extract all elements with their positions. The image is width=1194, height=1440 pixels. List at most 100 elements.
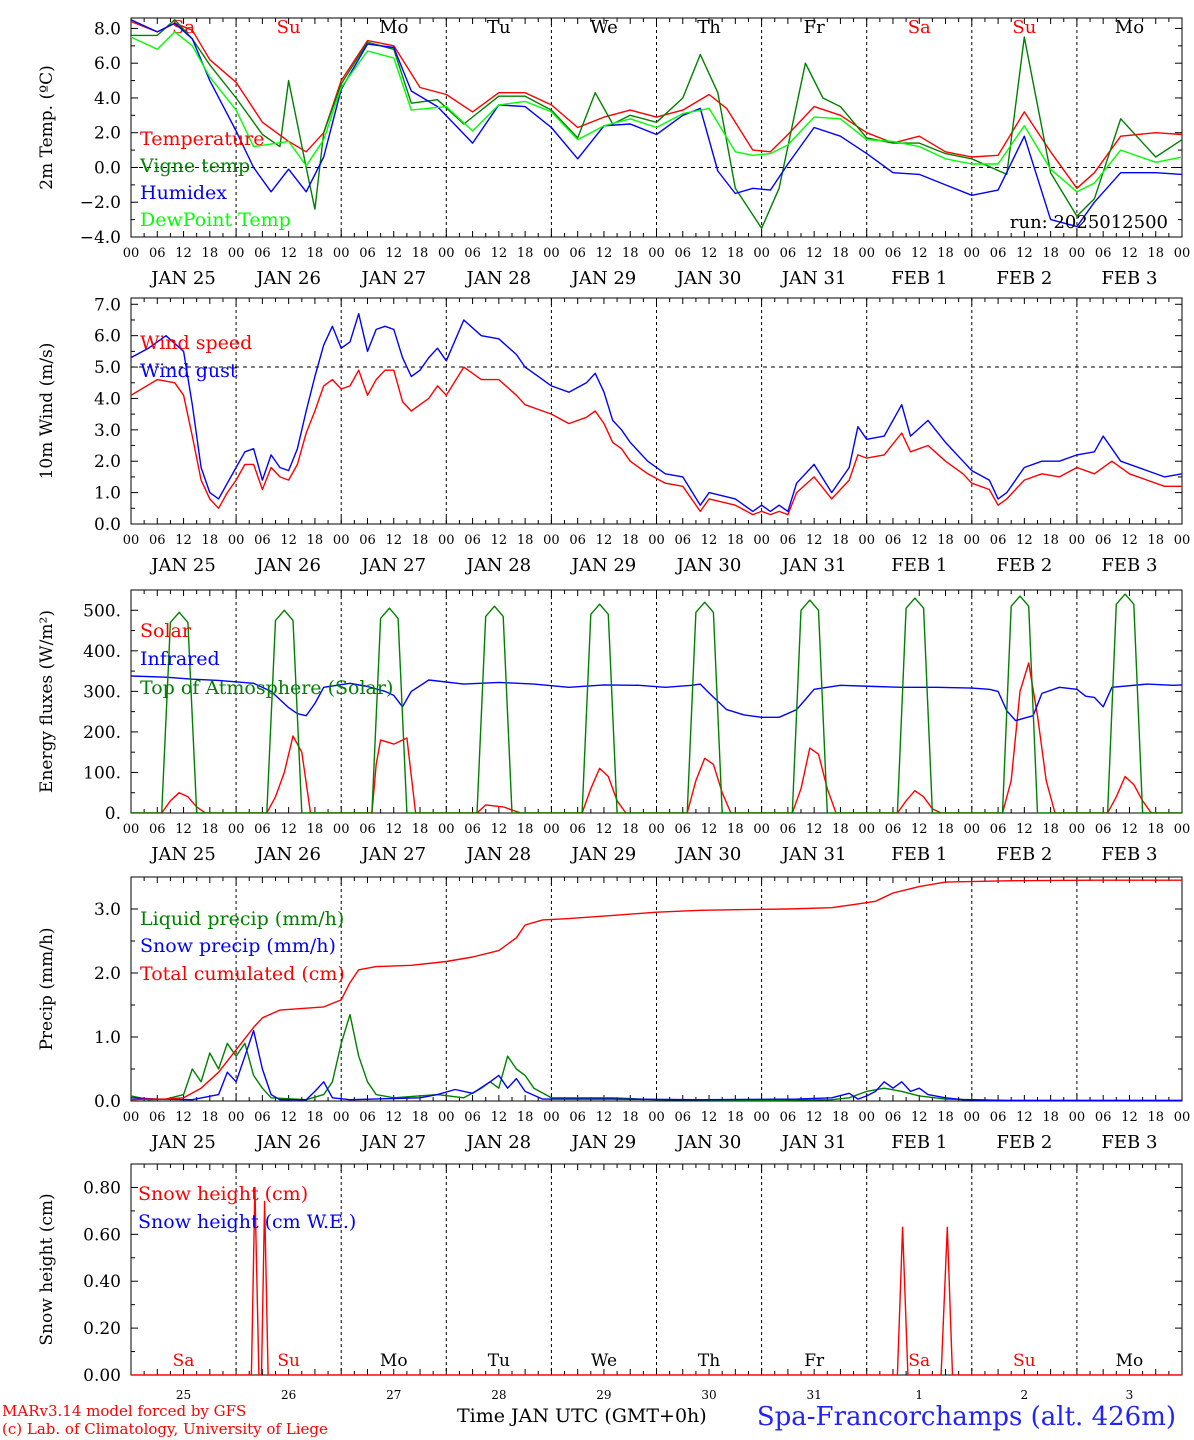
day-name-label: Mo (1116, 1351, 1144, 1371)
hour-label: 00 (753, 533, 770, 548)
day-name-label: Tu (487, 17, 511, 38)
date-label: JAN 31 (780, 555, 847, 576)
hour-label: 06 (359, 533, 376, 548)
y-axis-label: Snow height (cm) (37, 1193, 57, 1345)
hour-label: 00 (648, 1110, 665, 1125)
hour-label: 06 (464, 246, 481, 261)
series-line-snow-precip-mm-h (131, 1029, 1182, 1101)
hour-label: 18 (727, 533, 744, 548)
hour-label: 00 (438, 1110, 455, 1125)
hour-label: 12 (701, 246, 718, 261)
y-tick-label: 0.80 (83, 1178, 121, 1198)
date-label: JAN 30 (675, 555, 742, 576)
hour-label: 12 (701, 822, 718, 837)
legend-wind-speed: Wind speed (140, 332, 252, 354)
day-name-label: Fr (804, 1351, 825, 1371)
date-label: JAN 25 (149, 1132, 216, 1153)
legend-liquid-precip-mm-h: Liquid precip (mm/h) (140, 908, 344, 930)
date-label: JAN 26 (254, 844, 321, 865)
hour-label: 06 (885, 822, 902, 837)
date-label: JAN 27 (359, 844, 426, 865)
y-tick-label: 6.0 (94, 54, 121, 74)
hour-label: 12 (1121, 533, 1138, 548)
y-tick-label: 8.0 (94, 19, 121, 39)
hour-label: 00 (333, 822, 350, 837)
day-number-label: 26 (281, 1388, 296, 1402)
date-label: FEB 2 (996, 844, 1052, 865)
y-tick-label: 2.0 (94, 452, 121, 472)
hour-label: 18 (307, 822, 324, 837)
hour-label: 12 (701, 533, 718, 548)
legend-snow-precip-mm-h: Snow precip (mm/h) (140, 935, 336, 957)
hour-label: 18 (517, 246, 534, 261)
hour-label: 00 (543, 1110, 560, 1125)
hour-label: 18 (832, 533, 849, 548)
y-tick-label: 0.40 (83, 1272, 121, 1292)
hour-label: 00 (1069, 1110, 1086, 1125)
hour-label: 00 (543, 822, 560, 837)
legend-solar: Solar (140, 620, 192, 642)
hour-label: 12 (1016, 1110, 1033, 1125)
hour-label: 00 (1174, 533, 1191, 548)
day-number-label: 31 (807, 1388, 822, 1402)
date-label: JAN 28 (465, 555, 532, 576)
day-name-label: Sa (173, 1351, 195, 1371)
hour-label: 00 (333, 1110, 350, 1125)
hour-label: 00 (228, 246, 245, 261)
hour-label: 18 (202, 822, 219, 837)
hour-label: 00 (648, 822, 665, 837)
day-name-label: Th (697, 17, 721, 38)
hour-label: 18 (412, 1110, 429, 1125)
date-label: FEB 2 (996, 555, 1052, 576)
hour-label: 18 (1042, 822, 1059, 837)
hour-label: 18 (622, 822, 639, 837)
hour-label: 18 (727, 246, 744, 261)
hour-label: 12 (280, 1110, 297, 1125)
hour-label: 06 (885, 246, 902, 261)
y-tick-label: 0. (105, 804, 121, 824)
date-label: JAN 31 (780, 1132, 847, 1153)
hour-label: 06 (464, 533, 481, 548)
day-number-label: 2 (1021, 1388, 1029, 1402)
hour-label: 06 (149, 246, 166, 261)
hour-label: 06 (990, 822, 1007, 837)
date-label: JAN 26 (254, 268, 321, 289)
day-number-label: 28 (491, 1388, 506, 1402)
hour-label: 12 (1121, 246, 1138, 261)
day-number-label: 30 (701, 1388, 716, 1402)
hour-label: 12 (385, 246, 402, 261)
date-label: FEB 3 (1101, 1132, 1157, 1153)
day-number-label: 3 (1126, 1388, 1134, 1402)
hour-label: 06 (1095, 246, 1112, 261)
date-label: JAN 29 (570, 268, 637, 289)
y-tick-label: 100. (83, 763, 121, 783)
y-tick-label: 1.0 (94, 1028, 121, 1048)
hour-label: 00 (228, 1110, 245, 1125)
panel-5: 0.00 0.20 0.40 0.60 0.80 Snow height (cm) Sa 25… (37, 1163, 1183, 1402)
date-label: JAN 25 (149, 555, 216, 576)
day-number-label: 29 (596, 1388, 611, 1402)
hour-label: 00 (858, 246, 875, 261)
hour-label: 18 (937, 533, 954, 548)
date-label: FEB 1 (891, 268, 947, 289)
hour-label: 18 (1147, 822, 1164, 837)
hour-label: 06 (359, 1110, 376, 1125)
hour-label: 00 (543, 246, 560, 261)
hour-label: 18 (832, 1110, 849, 1125)
hour-label: 18 (1147, 1110, 1164, 1125)
hour-label: 00 (858, 1110, 875, 1125)
date-label: JAN 27 (359, 1132, 426, 1153)
y-tick-label: −4.0 (80, 228, 121, 248)
hour-label: 12 (596, 822, 613, 837)
series-line-temperature (131, 20, 1182, 189)
series-line-snow-height-cm (131, 1186, 1182, 1375)
hour-label: 18 (622, 533, 639, 548)
hour-label: 18 (307, 1110, 324, 1125)
hour-label: 06 (990, 1110, 1007, 1125)
y-axis-label: 10m Wind (m/s) (37, 343, 57, 480)
hour-label: 12 (911, 533, 928, 548)
y-tick-label: 4.0 (94, 389, 121, 409)
legend-dewpoint-temp: DewPoint Temp (140, 209, 291, 231)
hour-label: 06 (464, 822, 481, 837)
hour-label: 18 (1042, 246, 1059, 261)
